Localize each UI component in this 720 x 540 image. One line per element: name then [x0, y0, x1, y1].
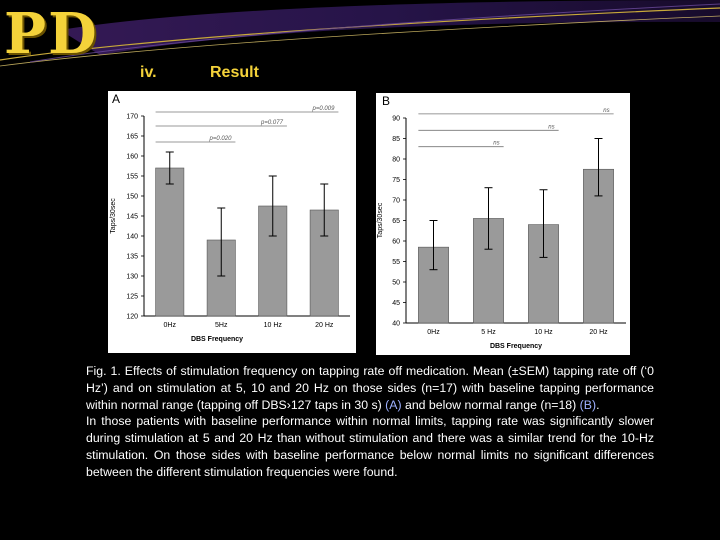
- y-tick-label: 170: [126, 114, 138, 121]
- y-tick-label: 65: [392, 218, 400, 225]
- y-tick-label: 120: [126, 314, 138, 321]
- x-tick-label: 5 Hz: [481, 329, 496, 336]
- y-tick-label: 150: [126, 194, 138, 201]
- x-tick-label: 10 Hz: [534, 329, 553, 336]
- y-tick-label: 60: [392, 239, 400, 246]
- chart-b: B 40 45 50 55 60 65 70 75 80 85 90 Taps/30sec 0Hz 5 Hz…: [377, 94, 626, 350]
- y-tick-label: 45: [392, 300, 400, 307]
- section-number: iv.: [140, 64, 157, 81]
- y-tick-label: 145: [126, 214, 138, 221]
- y-tick-label: 50: [392, 280, 400, 287]
- y-axis-label: Taps/30sec: [377, 202, 384, 238]
- x-tick-label: 20 Hz: [589, 329, 608, 336]
- y-tick-label: 40: [392, 321, 400, 328]
- header-swoosh-line: [0, 7, 720, 61]
- caption-mid-text: and below normal range (n=18): [401, 397, 580, 412]
- y-tick-label: 135: [126, 254, 138, 261]
- caption-panel-a-ref: (A): [385, 397, 402, 412]
- caption-main-text: Fig. 1. Effects of stimulation frequency…: [86, 364, 654, 412]
- x-axis-label: DBS Frequency: [191, 336, 243, 343]
- y-tick-label: 55: [392, 259, 400, 266]
- comparison-label: p=0.009: [312, 106, 336, 112]
- x-tick-label: 10 Hz: [264, 322, 283, 329]
- chart-a: A 120 125 130 135 140 145 150 155 160 165 170 Taps/3…: [110, 92, 350, 343]
- header-swoosh: [60, 0, 720, 55]
- bar: [155, 167, 185, 317]
- caption-paragraph-1: Fig. 1. Effects of stimulation frequency…: [86, 363, 654, 413]
- figure-caption: Fig. 1. Effects of stimulation frequency…: [86, 363, 654, 481]
- caption-end-text: .: [596, 397, 600, 412]
- x-axis-label: DBS Frequency: [490, 343, 542, 350]
- y-tick-label: 165: [126, 134, 138, 141]
- y-tick-label: 160: [126, 154, 138, 161]
- chart-panel-b: B 40 45 50 55 60 65 70 75 80 85 90 Taps/30sec 0Hz 5 Hz…: [376, 93, 630, 355]
- comparison-label: ns: [548, 124, 554, 130]
- x-tick-label: 0Hz: [427, 329, 440, 336]
- x-tick-label: 20 Hz: [315, 322, 334, 329]
- panel-label: B: [382, 94, 390, 108]
- comparison-label: ns: [603, 108, 609, 114]
- chart-panel-a: A 120 125 130 135 140 145 150 155 160 165 170 Taps/3…: [108, 91, 356, 353]
- caption-panel-b-ref: (B): [579, 397, 597, 412]
- comparison-label: p=0.020: [209, 136, 233, 142]
- caption-paragraph-2: In those patients with baseline performa…: [86, 414, 654, 479]
- header-swoosh-line: [0, 15, 720, 67]
- x-tick-label: 5Hz: [215, 322, 228, 329]
- y-tick-label: 85: [392, 136, 400, 143]
- y-tick-label: 140: [126, 234, 138, 241]
- comparison-label: ns: [493, 141, 499, 147]
- y-axis-label: Taps/30sec: [110, 198, 117, 234]
- logo: PD: [4, 1, 99, 67]
- comparison-label: p=0.077: [260, 120, 284, 126]
- panel-label: A: [112, 92, 120, 106]
- y-tick-label: 125: [126, 294, 138, 301]
- y-tick-label: 75: [392, 177, 400, 184]
- y-tick-label: 130: [126, 274, 138, 281]
- y-tick-label: 70: [392, 198, 400, 205]
- y-tick-label: 90: [392, 116, 400, 123]
- section-title: Result: [210, 64, 259, 81]
- header-swoosh-line: [29, 3, 720, 63]
- y-tick-label: 80: [392, 157, 400, 164]
- x-tick-label: 0Hz: [164, 322, 177, 329]
- y-tick-label: 155: [126, 174, 138, 181]
- bar: [309, 209, 339, 317]
